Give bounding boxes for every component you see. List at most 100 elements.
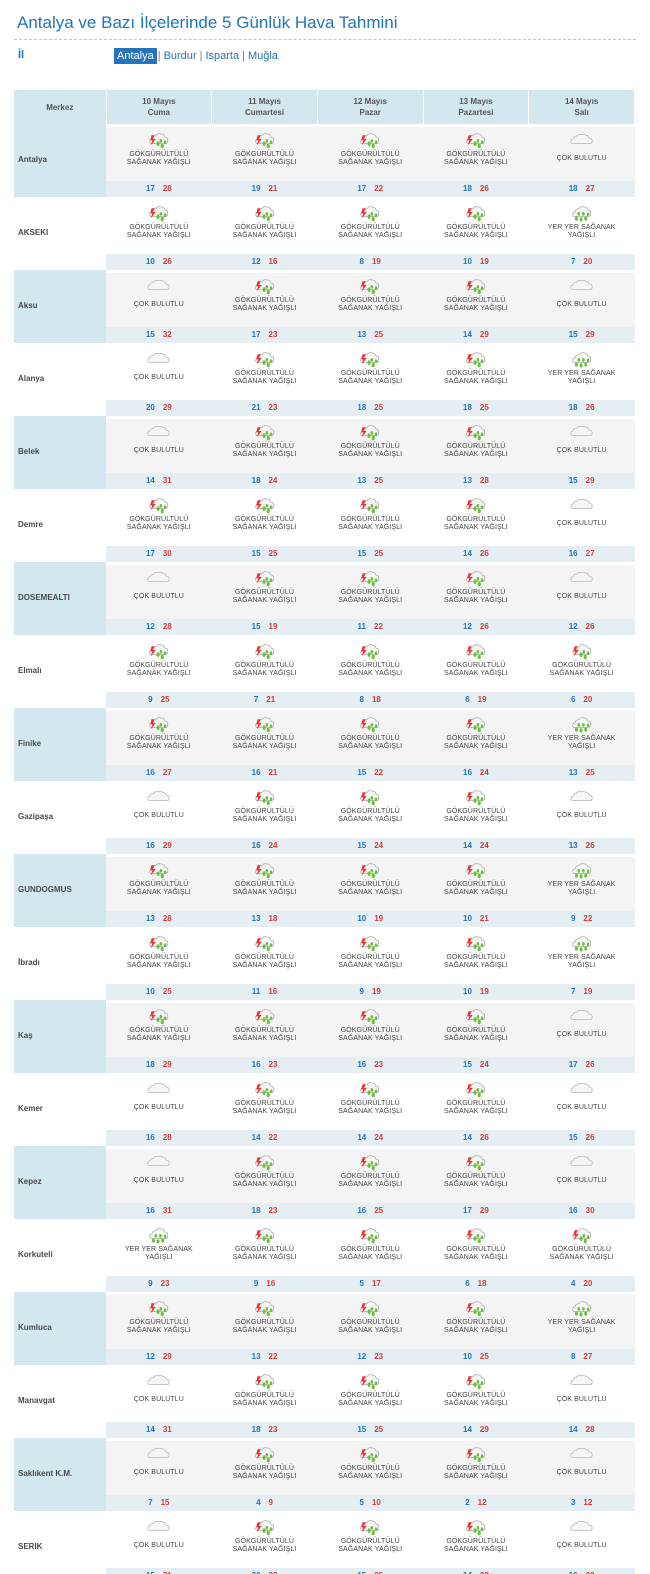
day-date: 10 Mayıs: [142, 97, 176, 106]
forecast-cell: GÖKGÜRÜLTÜLÜ SAĞANAK YAĞIŞLI 17 22: [317, 124, 424, 197]
condition-box: GÖKGÜRÜLTÜLÜ SAĞANAK YAĞIŞLI: [106, 857, 212, 911]
forecast-cell: ÇOK BULUTLU 14 28: [528, 1365, 635, 1438]
table-row: İbradı GÖKGÜRÜLTÜLÜ SAĞANAK YAĞIŞLI 10 25 GÖK…: [14, 927, 635, 1000]
temperature-bar: 7 15: [106, 1495, 212, 1511]
condition-text: GÖKGÜRÜLTÜLÜ SAĞANAK YAĞIŞLI: [423, 1465, 529, 1481]
condition-text: ÇOK BULUTLU: [106, 1100, 212, 1112]
min-temp: 15: [357, 549, 367, 558]
min-temp: 7: [570, 987, 576, 996]
max-temp: 22: [268, 1133, 278, 1142]
condition-line2: YAĞIŞLI: [567, 962, 596, 969]
condition-line2: SAĞANAK YAĞIŞLI: [126, 743, 191, 750]
city-name[interactable]: Belek: [14, 416, 106, 489]
city-name[interactable]: Kemer: [18, 1104, 43, 1113]
max-temp: 20: [583, 257, 593, 266]
temperature-bar: 5 10: [317, 1495, 424, 1511]
city-name[interactable]: DOSEMEALTI: [14, 562, 106, 635]
condition-line2: SAĞANAK YAĞIŞLI: [232, 1181, 297, 1188]
condition-text: GÖKGÜRÜLTÜLÜ SAĞANAK YAĞIŞLI: [212, 1100, 318, 1116]
condition-box: ÇOK BULUTLU: [528, 273, 635, 327]
city-name[interactable]: Aksu: [14, 270, 106, 343]
forecast-cell: ÇOK BULUTLU 13 26: [528, 781, 635, 854]
condition-box: GÖKGÜRÜLTÜLÜ SAĞANAK YAĞIŞLI: [317, 930, 423, 984]
condition-line2: SAĞANAK YAĞIŞLI: [126, 670, 191, 677]
tab-mugla[interactable]: Muğla: [247, 49, 278, 62]
thunderstorm-rain-icon: [252, 565, 278, 589]
condition-line2: SAĞANAK YAĞIŞLI: [443, 1254, 508, 1261]
condition-box: ÇOK BULUTLU: [528, 565, 635, 619]
forecast-cell: GÖKGÜRÜLTÜLÜ SAĞANAK YAĞIŞLI 16 23: [317, 1000, 424, 1073]
forecast-cell: ÇOK BULUTLU 12 28: [106, 562, 212, 635]
condition-line1: ÇOK BULUTLU: [556, 301, 607, 308]
condition-line2: SAĞANAK YAĞIŞLI: [443, 524, 508, 531]
condition-line2: SAĞANAK YAĞIŞLI: [338, 1254, 403, 1261]
city-name[interactable]: Elmalı: [18, 666, 42, 675]
max-temp: 16: [268, 257, 278, 266]
scattered-showers-icon: [569, 711, 595, 735]
min-temp: 16: [145, 768, 155, 777]
min-temp: 17: [145, 184, 155, 193]
temperature-bar: 18 23: [211, 1203, 318, 1219]
condition-box: GÖKGÜRÜLTÜLÜ SAĞANAK YAĞIŞLI: [423, 1514, 529, 1568]
condition-text: ÇOK BULUTLU: [106, 808, 212, 820]
condition-text: YER YER SAĞANAK YAĞIŞLI: [529, 954, 635, 970]
tab-burdur[interactable]: Burdur: [163, 49, 197, 62]
max-temp: 31: [163, 1571, 172, 1574]
thunderstorm-rain-icon: [463, 711, 489, 735]
forecast-cell: ÇOK BULUTLU 15 32: [106, 270, 212, 343]
condition-line1: GÖKGÜRÜLTÜLÜ: [235, 443, 295, 450]
forecast-table: Merkez 10 Mayıs Cuma 11 Mayıs Cumartesi 12…: [14, 90, 635, 1574]
city-name[interactable]: İbradı: [18, 958, 40, 967]
city-name[interactable]: Kumluca: [14, 1292, 106, 1365]
max-temp: 28: [480, 1571, 489, 1574]
thunderstorm-rain-icon: [357, 1441, 383, 1465]
condition-box: GÖKGÜRÜLTÜLÜ SAĞANAK YAĞIŞLI: [423, 419, 529, 473]
tab-antalya[interactable]: Antalya: [114, 47, 157, 64]
condition-line2: SAĞANAK YAĞIŞLI: [232, 451, 297, 458]
max-temp: 16: [266, 1279, 276, 1288]
condition-line1: GÖKGÜRÜLTÜLÜ: [235, 1319, 295, 1326]
temperature-bar: 9 19: [317, 984, 424, 1000]
condition-line2: SAĞANAK YAĞIŞLI: [232, 1400, 297, 1407]
city-name[interactable]: AKSEKI: [18, 228, 49, 237]
min-temp: 7: [253, 695, 259, 704]
city-name[interactable]: Demre: [18, 520, 43, 529]
forecast-cell: ÇOK BULUTLU 12 26: [528, 562, 635, 635]
forecast-cell: GÖKGÜRÜLTÜLÜ SAĞANAK YAĞIŞLI 6 18: [423, 1219, 529, 1292]
city-name[interactable]: Manavgat: [18, 1396, 55, 1405]
condition-line1: ÇOK BULUTLU: [133, 1469, 184, 1476]
city-name[interactable]: Kaş: [14, 1000, 106, 1073]
city-name[interactable]: GUNDOGMUS: [14, 854, 106, 927]
thunderstorm-rain-icon: [357, 492, 383, 516]
condition-text: GÖKGÜRÜLTÜLÜ SAĞANAK YAĞIŞLI: [317, 370, 423, 386]
max-temp: 25: [374, 1206, 384, 1215]
temperature-bar: 15 22: [317, 765, 424, 781]
city-name[interactable]: SERIK: [18, 1542, 43, 1551]
condition-line1: GÖKGÜRÜLTÜLÜ: [129, 735, 189, 742]
tab-isparta[interactable]: Isparta: [205, 49, 240, 62]
condition-text: GÖKGÜRÜLTÜLÜ SAĞANAK YAĞIŞLI: [317, 1173, 423, 1189]
condition-box: ÇOK BULUTLU: [106, 1076, 212, 1130]
condition-line2: SAĞANAK YAĞIŞLI: [338, 1181, 403, 1188]
forecast-cell: ÇOK BULUTLU 20 29: [106, 343, 212, 416]
max-temp: 29: [162, 403, 172, 412]
temperature-bar: 2023: [211, 1568, 318, 1574]
city-name[interactable]: Finike: [14, 708, 106, 781]
condition-line1: GÖKGÜRÜLTÜLÜ: [340, 1173, 400, 1180]
city-name[interactable]: Gazipaşa: [18, 812, 54, 821]
condition-box: GÖKGÜRÜLTÜLÜ SAĞANAK YAĞIŞLI: [211, 1149, 318, 1203]
condition-box: ÇOK BULUTLU: [106, 1368, 212, 1422]
condition-line1: GÖKGÜRÜLTÜLÜ: [446, 881, 506, 888]
city-name[interactable]: Kepez: [14, 1146, 106, 1219]
city-name[interactable]: Korkuteli: [18, 1250, 53, 1259]
city-name[interactable]: Antalya: [14, 124, 106, 197]
city-name[interactable]: Saklıkent K.M.: [14, 1438, 106, 1511]
city-name[interactable]: Alanya: [18, 374, 45, 383]
condition-line2: SAĞANAK YAĞIŞLI: [443, 889, 508, 896]
temperature-bar: 6 18: [423, 1276, 529, 1292]
temperature-bar: 18 24: [211, 473, 318, 489]
thunderstorm-rain-icon: [463, 1076, 489, 1100]
condition-text: GÖKGÜRÜLTÜLÜ SAĞANAK YAĞIŞLI: [423, 589, 529, 605]
temperature-bar: 7 21: [211, 692, 318, 708]
